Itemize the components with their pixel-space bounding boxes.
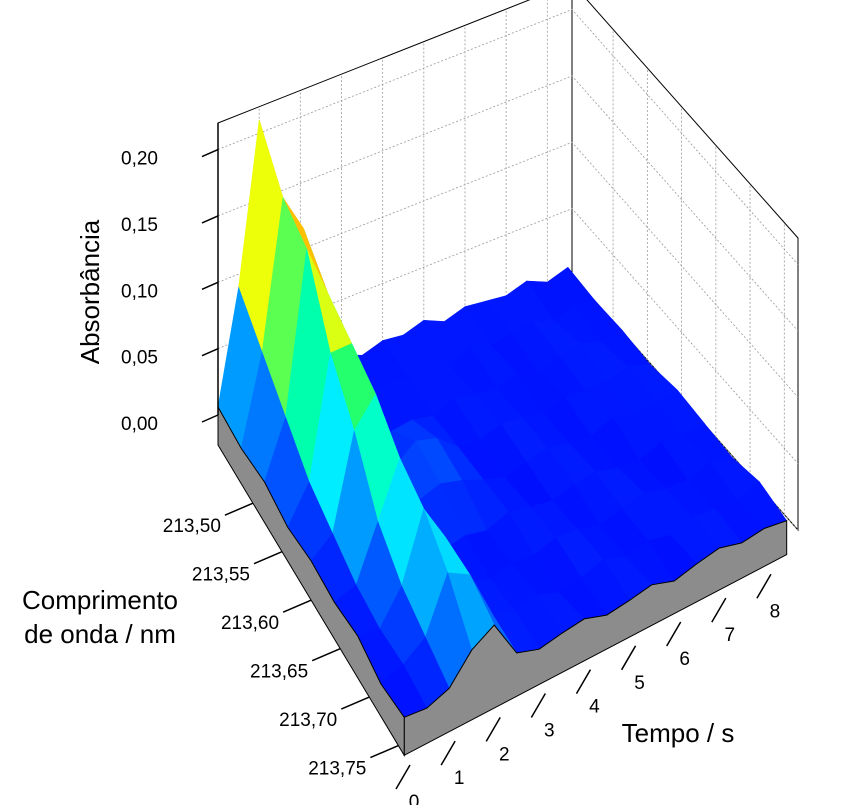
x-tick-label: 0 (409, 792, 420, 805)
x-tick-label: 1 (454, 768, 465, 789)
x-tick-label: 5 (634, 673, 645, 694)
x-tick (620, 645, 637, 671)
x-tick-label: 4 (589, 697, 600, 718)
axes: 0,000,050,100,150,20213,50213,55213,6021… (121, 123, 780, 805)
grid-line (217, 75, 799, 332)
x-tick-label: 2 (499, 744, 510, 765)
z-tick-label: 0,05 (121, 348, 158, 369)
y-tick-label: 213,65 (250, 662, 308, 683)
z-tick (201, 347, 219, 357)
side-wall (571, 0, 799, 532)
y-tick-label: 213,60 (221, 613, 279, 634)
y-tick (282, 599, 312, 613)
y-axis-title: de onda / nm (24, 619, 176, 649)
x-tick (530, 693, 546, 718)
x-tick-label: 6 (679, 649, 690, 670)
y-tick-label: 213,50 (163, 516, 221, 537)
y-tick (224, 502, 254, 516)
surface (217, 119, 788, 758)
z-tick (201, 281, 219, 290)
x-tick (440, 740, 456, 766)
y-tick (340, 696, 370, 710)
z-tick (201, 414, 219, 423)
x-tick-label: 7 (725, 625, 736, 646)
x-tick (711, 597, 727, 623)
y-tick (311, 647, 341, 662)
grid-line (217, 208, 799, 464)
z-tick-label: 0,10 (121, 281, 158, 302)
z-tick (201, 148, 219, 158)
x-tick (756, 573, 772, 599)
grid-line (217, 9, 799, 265)
y-tick-label: 213,55 (192, 565, 250, 586)
x-axis-title: Tempo / s (622, 718, 735, 748)
x-tick-label: 3 (544, 721, 555, 742)
grid-line (217, 141, 799, 398)
y-axis-title: Comprimento (22, 585, 178, 615)
left-skirt (217, 405, 405, 758)
x-tick (395, 764, 411, 790)
z-tick (201, 215, 219, 224)
x-tick-label: 8 (770, 601, 781, 622)
x-tick (485, 716, 501, 742)
z-tick-label: 0,15 (121, 215, 158, 236)
y-tick-label: 213,70 (279, 710, 337, 731)
y-tick (253, 550, 283, 565)
y-tick (370, 744, 399, 759)
z-axis-title: Absorbância (75, 219, 105, 364)
x-tick (666, 621, 682, 647)
z-tick-label: 0,20 (121, 149, 158, 170)
x-tick (575, 669, 592, 695)
y-tick-label: 213,75 (308, 759, 366, 780)
front-skirt (403, 519, 788, 757)
z-tick-label: 0,00 (121, 414, 158, 435)
